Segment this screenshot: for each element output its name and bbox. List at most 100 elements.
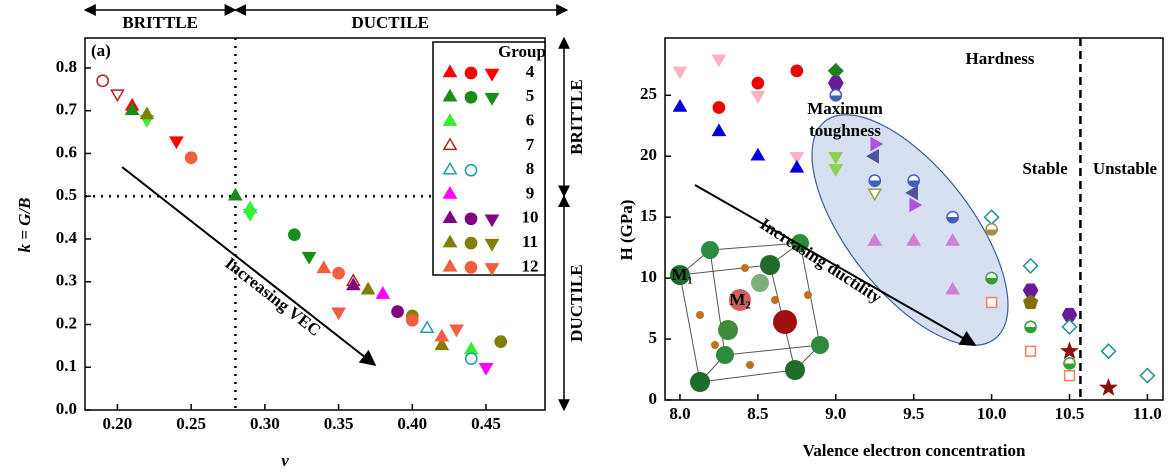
y-tick-label: 0.3 xyxy=(56,271,77,290)
legend-marker xyxy=(464,90,478,104)
legend-label: 5 xyxy=(526,86,535,105)
y-tick-label: 25 xyxy=(640,84,657,103)
legend-marker xyxy=(464,236,478,250)
x-tick-label: 9.5 xyxy=(903,404,924,423)
data-point xyxy=(1022,257,1039,274)
x-tick-label: 0.45 xyxy=(471,414,501,433)
data-point xyxy=(316,260,332,274)
data-point xyxy=(828,151,844,165)
data-point xyxy=(906,233,922,246)
y-tick-label: 0 xyxy=(649,389,658,408)
legend-marker xyxy=(442,113,458,126)
data-point xyxy=(712,101,726,114)
legend-label: 8 xyxy=(526,159,535,178)
data-point xyxy=(1063,357,1076,370)
data-point xyxy=(1023,294,1039,309)
data-point xyxy=(829,88,843,102)
x-tick-label: 0.20 xyxy=(103,414,133,433)
region-label: Unstable xyxy=(1093,159,1158,178)
data-point xyxy=(1024,320,1037,334)
legend-marker xyxy=(442,161,458,175)
data-point xyxy=(463,341,479,355)
data-point xyxy=(494,335,508,348)
x-tick-label: 10.0 xyxy=(977,404,1007,423)
legend-marker xyxy=(442,210,458,224)
data-point xyxy=(867,188,883,202)
legend-marker xyxy=(442,137,458,151)
data-point xyxy=(1022,283,1039,298)
y-tick-label: 0.6 xyxy=(56,142,77,161)
y-axis-label: k = G/B xyxy=(15,197,34,252)
data-point xyxy=(1060,341,1079,360)
data-point xyxy=(983,209,1000,226)
data-point xyxy=(332,266,345,280)
legend-label: 11 xyxy=(522,232,538,251)
legend-label: 12 xyxy=(522,256,539,275)
legend-marker xyxy=(442,186,458,199)
data-point xyxy=(1061,307,1078,322)
data-point xyxy=(790,64,804,78)
data-point xyxy=(867,232,883,246)
data-point xyxy=(478,362,494,376)
data-point xyxy=(464,352,478,366)
legend-marker xyxy=(484,93,500,106)
panel-label: (a) xyxy=(91,41,111,60)
y-tick-label: 0.4 xyxy=(56,228,78,247)
data-point xyxy=(124,102,140,115)
y-tick-label: 0.7 xyxy=(56,100,78,119)
data-point xyxy=(750,91,766,104)
data-point xyxy=(672,98,688,112)
region-label: BRITTLE xyxy=(122,13,198,32)
x-tick-label: 0.30 xyxy=(250,414,280,433)
x-tick-label: 8.5 xyxy=(747,404,768,423)
data-point xyxy=(866,148,879,164)
data-point xyxy=(346,277,361,291)
region-label: BRITTLE xyxy=(567,79,586,155)
legend-label: 9 xyxy=(526,183,535,202)
x-axis-label: Valence electron concentration xyxy=(803,441,1026,460)
crystal-inset xyxy=(670,234,829,392)
data-point xyxy=(419,320,435,334)
ellipse-label: Maximum xyxy=(807,99,883,118)
legend-title: Group xyxy=(498,42,546,61)
legend-box xyxy=(432,41,546,276)
legend-marker xyxy=(464,163,478,177)
data-point xyxy=(360,281,376,295)
data-point xyxy=(449,324,464,338)
data-point xyxy=(168,136,184,150)
data-point xyxy=(868,174,882,187)
data-point xyxy=(1139,367,1156,384)
data-point xyxy=(375,286,391,299)
legend-marker xyxy=(484,263,500,276)
legend-marker xyxy=(464,212,478,226)
y-tick-label: 0.2 xyxy=(56,313,77,332)
legend-marker xyxy=(484,214,500,228)
legend-marker xyxy=(442,88,458,102)
inset-label: M₂ xyxy=(729,290,750,309)
data-point xyxy=(711,123,727,137)
data-point xyxy=(945,281,961,295)
region-label: DUCTILE xyxy=(567,264,586,341)
y-tick-label: 15 xyxy=(640,206,657,225)
data-point xyxy=(331,307,347,321)
y-tick-label: 0.5 xyxy=(56,185,77,204)
title: Hardness xyxy=(966,49,1035,68)
legend-label: 7 xyxy=(526,135,535,154)
data-point xyxy=(945,232,961,246)
data-point xyxy=(1098,377,1118,396)
region-label: Stable xyxy=(1022,159,1068,178)
y-tick-label: 10 xyxy=(640,267,657,286)
data-point xyxy=(946,210,959,224)
data-point xyxy=(288,228,301,242)
legend-marker xyxy=(442,234,458,248)
x-tick-label: 0.25 xyxy=(176,414,206,433)
data-point xyxy=(139,106,155,120)
ellipse-label: toughness xyxy=(809,121,881,140)
legend-label: 10 xyxy=(522,208,539,227)
y-tick-label: 0.0 xyxy=(56,399,77,418)
data-point xyxy=(789,159,805,173)
data-point xyxy=(827,76,844,90)
data-point xyxy=(184,151,198,165)
data-point xyxy=(1061,318,1078,335)
